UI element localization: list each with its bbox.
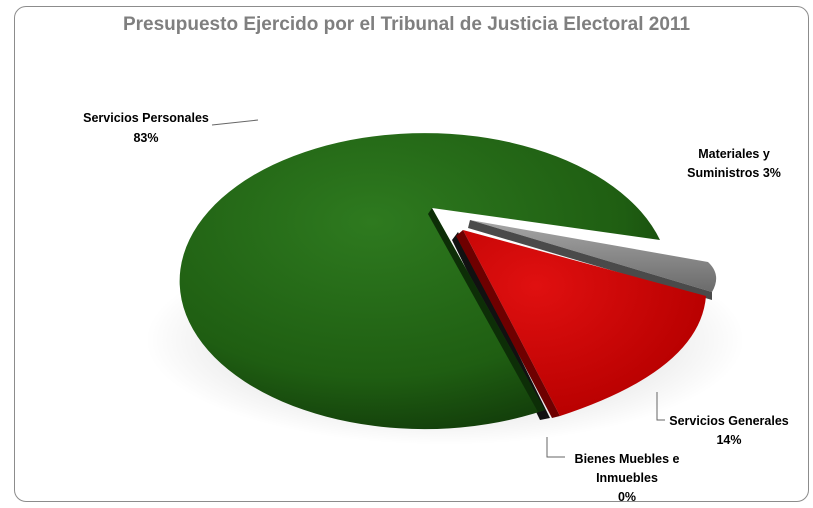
label-servicios-personales-percent: 83%	[133, 131, 158, 145]
label-servicios-generales-percent: 14%	[716, 433, 741, 447]
pie-edge-materiales-suministros	[468, 220, 712, 300]
pie-slice-servicios-generales	[463, 230, 706, 416]
pie-slice-bienes-muebles	[452, 232, 550, 420]
chart-title: Presupuesto Ejercido por el Tribunal de …	[122, 14, 691, 35]
label-bienes-muebles-name: Bienes Muebles e	[575, 452, 680, 466]
leader-line-personales	[211, 119, 259, 126]
pie-edge-servicios-personales	[428, 208, 545, 412]
pie-slice-servicios-personales	[179, 133, 660, 430]
label-bienes-muebles-name2: Inmuebles	[596, 471, 658, 485]
label-materiales-name: Materiales y	[698, 147, 770, 161]
label-materiales-percent: Suministros 3%	[687, 166, 781, 180]
label-servicios-personales-name: Servicios Personales	[83, 111, 209, 125]
leader-line-bienes	[546, 437, 565, 458]
label-bienes-muebles-percent: 0%	[618, 490, 636, 504]
pie-edge-servicios-generales	[456, 230, 560, 418]
pie-slice-materiales-suministros	[470, 220, 717, 292]
label-servicios-generales-name: Servicios Generales	[669, 414, 789, 428]
leader-line-generales	[656, 392, 665, 421]
